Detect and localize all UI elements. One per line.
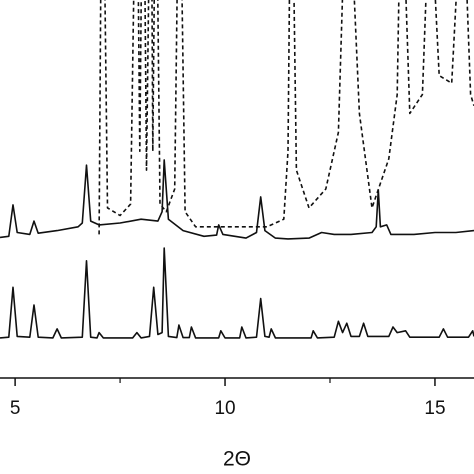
pattern-line [0, 159, 474, 240]
x-tick-label: 15 [424, 398, 445, 419]
x-tick-label: 5 [10, 398, 21, 419]
dashed-pattern-line [98, 0, 474, 235]
pattern-line [0, 247, 474, 339]
x-axis-label: 2Θ [223, 448, 251, 471]
x-tick-label: 10 [214, 398, 235, 419]
plot-area [0, 0, 474, 339]
